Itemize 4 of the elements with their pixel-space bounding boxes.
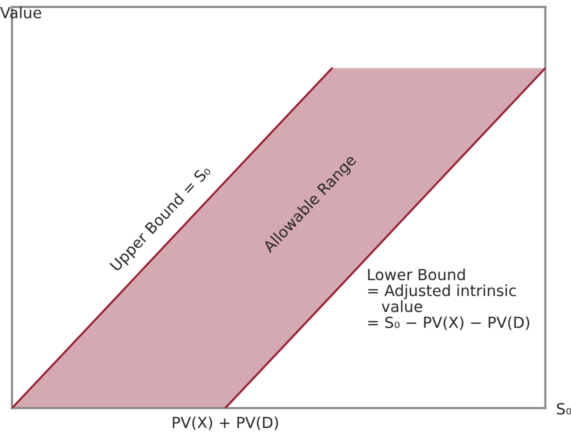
text: PV(X) + PV(D) (172, 416, 278, 430)
annotation: Lower Bound = Adjusted intrinsic value = S₀ − PV(X) − PV(D) (368, 268, 530, 330)
x-axis-title: S₀ (556, 402, 571, 415)
y-axis-title: Value (0, 6, 42, 18)
